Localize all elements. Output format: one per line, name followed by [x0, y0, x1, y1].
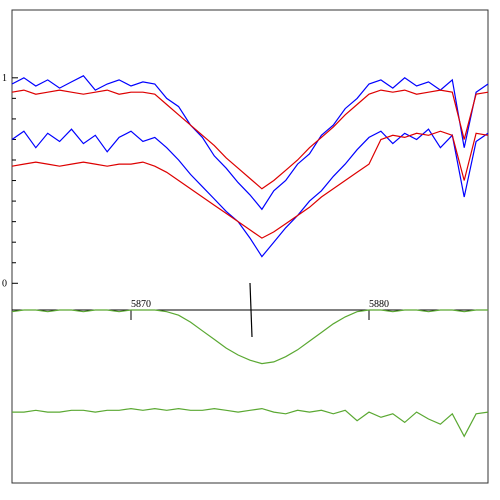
- spectrum-line: [11, 309, 488, 365]
- line-marker: [249, 282, 253, 338]
- spectrum-line: [11, 89, 489, 190]
- frame: [11, 9, 489, 484]
- y-tick-label: 0: [2, 278, 7, 289]
- spectrum-line: [11, 128, 489, 258]
- spectrum-line: [11, 75, 489, 211]
- spectrum-line: [11, 130, 489, 239]
- spectrum-line: [12, 407, 489, 438]
- y-tick-label: 1: [2, 73, 7, 84]
- x-tick-label: 5870: [131, 299, 151, 310]
- x-tick-label: 5880: [369, 299, 389, 310]
